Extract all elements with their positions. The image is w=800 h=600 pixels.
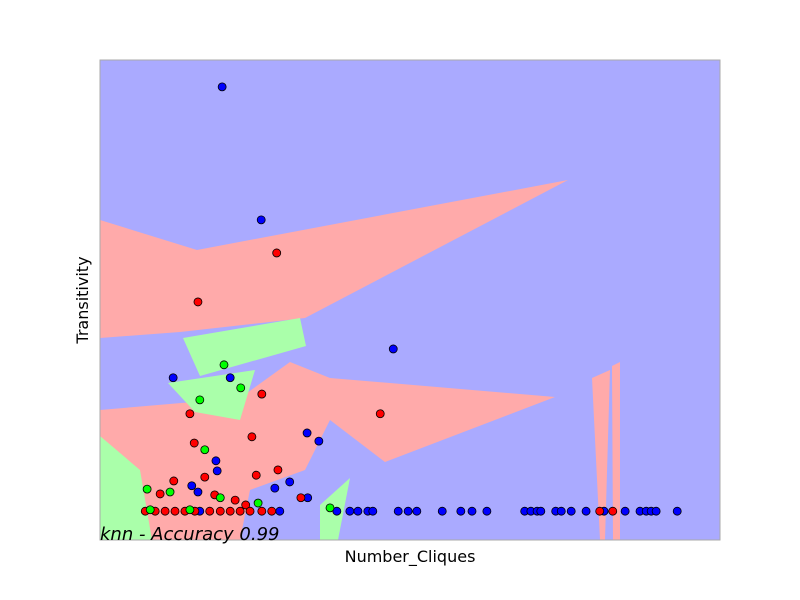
point	[189, 438, 199, 448]
point	[353, 506, 363, 516]
point	[247, 432, 257, 442]
point	[235, 506, 245, 516]
point	[437, 506, 447, 516]
point	[217, 82, 227, 92]
point	[302, 428, 312, 438]
point	[215, 506, 225, 516]
point	[651, 506, 661, 516]
point	[245, 506, 255, 516]
point	[241, 500, 251, 510]
point	[403, 506, 413, 516]
point	[160, 506, 170, 516]
point	[456, 506, 466, 516]
point	[608, 506, 618, 516]
point	[285, 477, 295, 487]
point	[314, 436, 324, 446]
point	[145, 505, 155, 515]
point	[272, 248, 282, 258]
point	[620, 506, 630, 516]
region-green	[100, 436, 152, 540]
point	[393, 506, 403, 516]
point	[556, 506, 566, 516]
point	[267, 506, 277, 516]
point	[142, 484, 152, 494]
point	[170, 506, 180, 516]
point	[581, 506, 591, 516]
region-green	[183, 318, 306, 376]
point	[388, 344, 398, 354]
region-red	[592, 370, 610, 540]
point	[595, 506, 605, 516]
point	[193, 487, 203, 497]
point	[375, 409, 385, 419]
region-red	[612, 362, 620, 540]
point	[195, 395, 205, 405]
point	[672, 506, 682, 516]
point	[185, 409, 195, 419]
point	[211, 456, 221, 466]
point	[169, 476, 179, 486]
point	[251, 470, 261, 480]
point	[325, 503, 335, 513]
y-axis-label: Transitivity	[73, 256, 92, 344]
point	[155, 489, 165, 499]
chart-title: knn - Accuracy 0.99	[100, 524, 279, 545]
point	[273, 465, 283, 475]
region-red	[100, 180, 568, 338]
point	[257, 506, 267, 516]
point	[230, 495, 240, 505]
point	[200, 472, 210, 482]
point	[185, 505, 195, 515]
point	[412, 506, 422, 516]
point	[225, 506, 235, 516]
point	[275, 506, 285, 516]
point	[200, 445, 210, 455]
point	[482, 506, 492, 516]
point	[193, 297, 203, 307]
point	[187, 481, 197, 491]
point	[536, 506, 546, 516]
point	[566, 506, 576, 516]
point	[257, 389, 267, 399]
point	[205, 506, 215, 516]
points	[140, 82, 682, 516]
point	[212, 466, 222, 476]
point	[236, 383, 246, 393]
point	[168, 373, 178, 383]
point	[165, 487, 175, 497]
point	[345, 506, 355, 516]
point	[270, 483, 280, 493]
point	[296, 493, 306, 503]
point	[253, 498, 263, 508]
point	[256, 215, 266, 225]
point	[467, 506, 477, 516]
point	[219, 360, 229, 370]
x-axis-label: Number_Cliques	[345, 547, 476, 567]
point	[215, 493, 225, 503]
decision-regions	[99, 59, 721, 541]
region-green	[168, 370, 255, 420]
axes-frame	[99, 59, 721, 541]
point	[368, 506, 378, 516]
point	[225, 373, 235, 383]
